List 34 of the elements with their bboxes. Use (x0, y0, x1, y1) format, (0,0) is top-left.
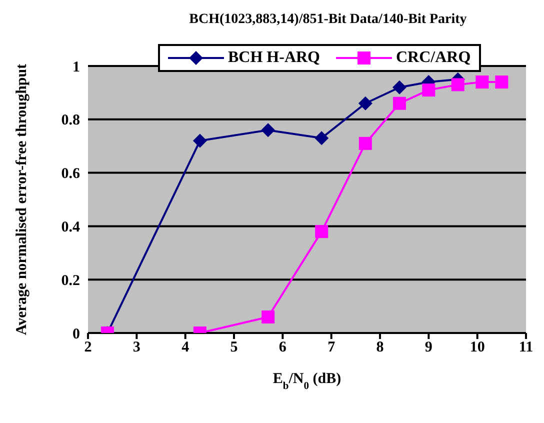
x-tick-label: 8 (376, 340, 384, 356)
point (392, 96, 406, 110)
x-axis-title: E$_{b}$/N$_{0}$ (dB) (272, 371, 342, 392)
point (315, 225, 328, 238)
chart-title: BCH(1023,883,14)/851-Bit Data/140-Bit Parity (188, 12, 468, 28)
y-tick-label: 0.2 (61, 272, 80, 289)
y-tick-label: 0.6 (61, 166, 80, 182)
point (358, 136, 372, 150)
x-tick-label: 10 (470, 340, 485, 356)
point (262, 310, 275, 324)
x-tick-label: 5 (230, 340, 238, 356)
point (261, 123, 276, 138)
point (422, 84, 436, 97)
x-tick-label: 2 (84, 340, 92, 356)
point (192, 134, 207, 148)
legend-label: CRC/ARQ (395, 49, 471, 67)
point (314, 131, 329, 146)
point (451, 78, 464, 92)
point (476, 76, 489, 89)
y-tick-label: 0 (72, 326, 80, 342)
x-tick-label: 9 (424, 340, 432, 356)
point (358, 96, 372, 110)
y-tick-label: 0.8 (61, 112, 80, 129)
point (392, 80, 406, 94)
legend-label: BCH H-ARQ (227, 49, 320, 67)
y-axis-title: Average normalised error-free throughput (14, 64, 30, 336)
x-tick-label: 3 (132, 340, 140, 356)
y-tick-label: 1 (72, 59, 80, 76)
x-tick-label: 7 (328, 340, 336, 356)
point (495, 76, 508, 89)
y-tick-label: 0.4 (61, 220, 80, 236)
x-tick-label: 11 (518, 340, 534, 356)
x-tick-label: 6 (278, 340, 287, 356)
x-tick-label: 4 (182, 340, 190, 356)
